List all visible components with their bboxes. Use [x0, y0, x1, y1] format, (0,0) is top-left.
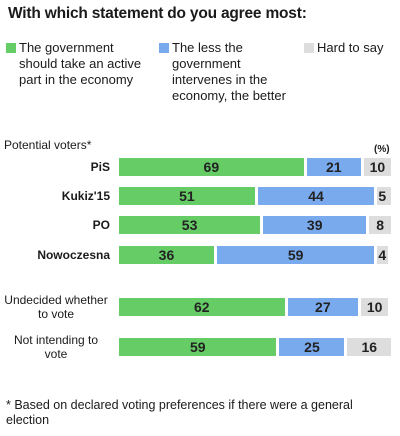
bar-government: 36	[119, 246, 214, 264]
row-label: Undecided whether to vote	[4, 293, 108, 321]
bar-value: 44	[308, 188, 324, 204]
bar-value: 27	[315, 299, 331, 315]
bar-value: 51	[179, 188, 195, 204]
bar-value: 21	[325, 159, 342, 175]
bar-hard: 16	[347, 338, 391, 356]
legend-swatch-government	[6, 43, 16, 53]
bar-value: 59	[189, 339, 206, 355]
row-label: Nowoczesna	[37, 248, 110, 262]
bar-value: 10	[366, 299, 383, 315]
legend-label-government: The government should take an active par…	[19, 40, 142, 87]
bar-value: 25	[304, 339, 320, 355]
row-label: Not intending to vote	[13, 333, 99, 361]
bar-value: 69	[203, 159, 220, 175]
bar-value: 10	[369, 159, 386, 175]
bar-hard: 10	[363, 158, 391, 176]
row-label: Kukiz'15	[61, 189, 110, 203]
chart-title: With which statement do you agree most:	[8, 5, 307, 22]
bar-value: 39	[306, 217, 323, 233]
legend-label-hard: Hard to say	[317, 40, 384, 55]
bar-hard: 4	[377, 246, 389, 264]
bar-government: 59	[119, 338, 277, 356]
bar-value: 16	[361, 339, 378, 355]
row-label: PO	[92, 218, 110, 232]
bar-value: 4	[378, 247, 387, 263]
legend-swatch-less	[159, 43, 169, 53]
bar-less: 59	[216, 246, 375, 264]
unit-label: (%)	[374, 144, 390, 155]
bar-hard: 5	[377, 187, 391, 205]
bar-government: 51	[119, 187, 255, 205]
bar-hard: 10	[361, 298, 389, 316]
bar-value: 59	[287, 247, 304, 263]
bar-less: 27	[287, 298, 359, 316]
legend-label-less: The less the government intervenes in th…	[172, 40, 286, 103]
row-label: PiS	[90, 160, 110, 174]
bar-hard: 8	[369, 216, 391, 234]
bar-less: 39	[263, 216, 367, 234]
bar-value: 53	[181, 217, 198, 233]
bar-government: 53	[119, 216, 261, 234]
section-label: Potential voters*	[4, 138, 92, 152]
bar-less: 25	[279, 338, 345, 356]
legend-swatch-hard	[304, 43, 314, 53]
footnote: * Based on declared voting preferences i…	[6, 398, 353, 427]
bar-value: 5	[378, 188, 387, 204]
bar-less: 21	[306, 158, 361, 176]
bar-government: 69	[119, 158, 304, 176]
bar-value: 36	[158, 247, 175, 263]
bar-government: 62	[119, 298, 285, 316]
bar-value: 62	[194, 299, 210, 315]
bar-value: 8	[376, 217, 384, 233]
bar-less: 44	[257, 187, 375, 205]
